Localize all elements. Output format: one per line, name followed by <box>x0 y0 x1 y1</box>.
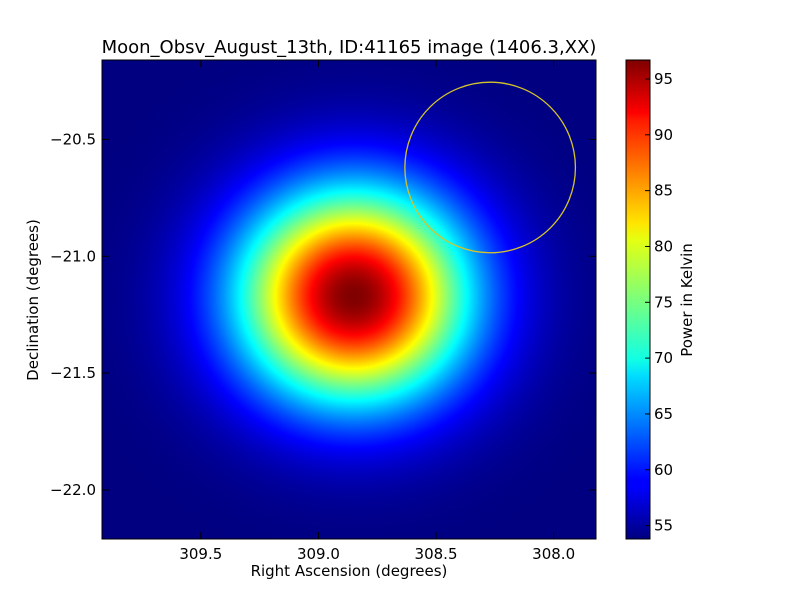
y-tick-label: −22.0 <box>50 481 96 499</box>
x-axis-ticks: 309.5 309.0 308.5 308.0 <box>179 60 575 563</box>
annotation-circle <box>404 81 577 254</box>
colorbar: 55 60 65 70 75 80 85 90 95 Power in Kelvin <box>625 59 696 540</box>
y-axis-label: Declination (degrees) <box>24 219 42 381</box>
colorbar-tick-label: 70 <box>654 349 673 367</box>
colorbar-tick-label: 85 <box>654 182 673 200</box>
x-tick-label: 308.5 <box>415 545 458 563</box>
y-tick-label: −20.5 <box>50 130 96 148</box>
colorbar-tick-label: 90 <box>654 126 673 144</box>
plot-frame <box>101 59 597 540</box>
x-axis-label: Right Ascension (degrees) <box>251 562 448 580</box>
colorbar-label: Power in Kelvin <box>678 243 696 357</box>
colorbar-tick-label: 95 <box>654 70 673 88</box>
y-tick-label: −21.0 <box>50 247 96 265</box>
heatmap-image <box>102 60 596 539</box>
colorbar-tick-label: 60 <box>654 461 673 479</box>
x-tick-label: 309.5 <box>179 545 222 563</box>
colorbar-gradient <box>625 59 651 540</box>
chart-title: Moon_Obsv_August_13th, ID:41165 image (1… <box>102 37 597 58</box>
x-tick-label: 309.0 <box>297 545 340 563</box>
colorbar-ticks: 55 60 65 70 75 80 85 90 95 <box>645 70 673 535</box>
x-tick-label: 308.0 <box>532 545 575 563</box>
colorbar-tick-label: 55 <box>654 517 673 535</box>
colorbar-tick-label: 80 <box>654 237 673 255</box>
plot-area: 309.5 309.0 308.5 308.0 −20.5 −21.0 −21.5 −22.… <box>50 59 597 563</box>
y-tick-label: −21.5 <box>50 364 96 382</box>
colorbar-tick-label: 75 <box>654 293 673 311</box>
y-axis-ticks: −20.5 −21.0 −21.5 −22.0 <box>50 130 596 499</box>
colorbar-tick-label: 65 <box>654 405 673 423</box>
